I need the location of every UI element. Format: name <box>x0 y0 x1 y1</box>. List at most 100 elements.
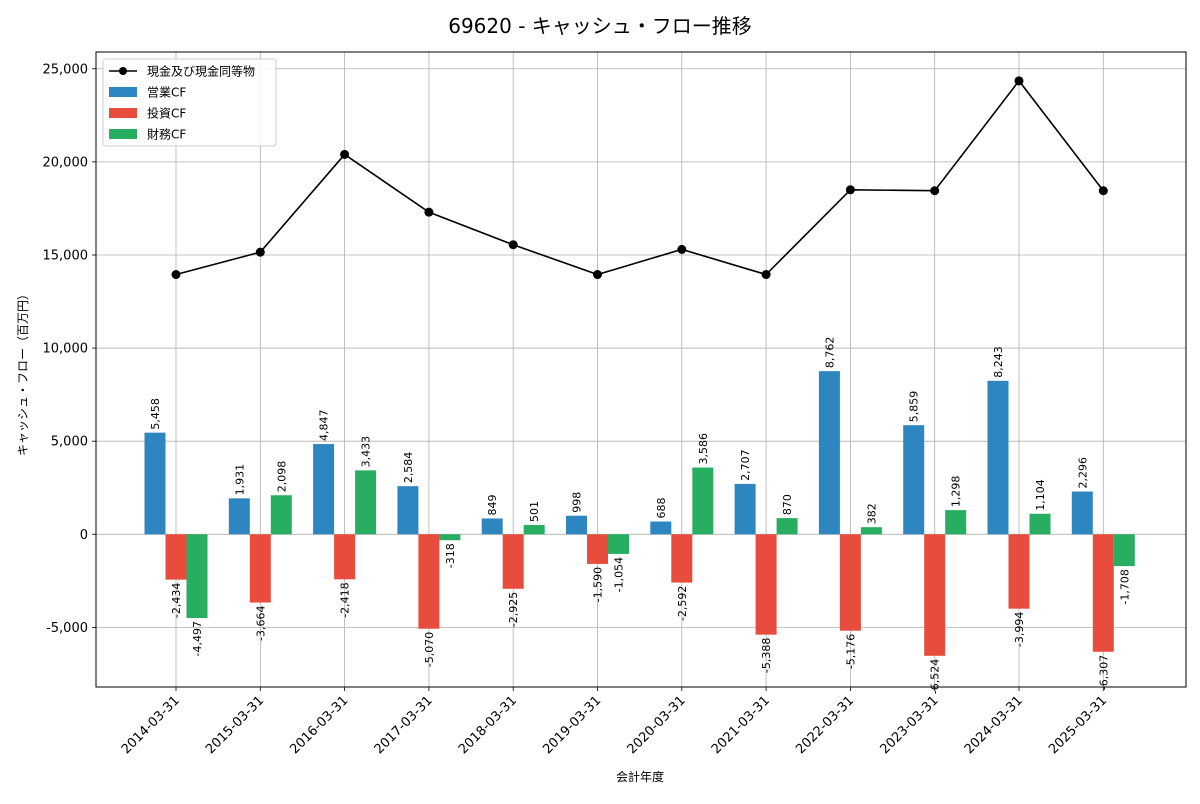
bar-2 <box>608 534 629 554</box>
bar-value-label: -2,925 <box>507 592 520 627</box>
bar-value-label: -1,054 <box>613 557 626 592</box>
bar-2 <box>523 524 545 535</box>
bar-0 <box>228 498 250 535</box>
bar-2 <box>860 527 882 535</box>
bar-1 <box>502 534 524 589</box>
bar-1 <box>249 534 271 603</box>
bar-0 <box>1071 491 1093 535</box>
y-axis-label: キャッシュ・フロー（百万円） <box>16 288 30 456</box>
bar-value-label: -6,524 <box>929 659 942 694</box>
bar-value-label: 1,931 <box>233 464 246 496</box>
x-tick-label: 2023-03-31 <box>877 693 941 757</box>
x-axis-label: 会計年度 <box>616 769 664 784</box>
bar-0 <box>818 371 840 535</box>
legend-label: 投資CF <box>147 106 186 121</box>
bar-1 <box>1008 534 1030 609</box>
bar-0 <box>903 425 925 535</box>
bar-1 <box>418 534 440 629</box>
cash-point <box>1014 76 1024 86</box>
bar-value-label: -3,994 <box>1013 612 1026 647</box>
bar-value-label: 1,298 <box>950 476 963 508</box>
bar-2 <box>692 467 714 535</box>
bar-2 <box>1029 513 1051 535</box>
cash-point <box>845 185 855 195</box>
bar-value-label: 1,104 <box>1034 479 1047 511</box>
bar-1 <box>587 534 608 564</box>
line-layer <box>171 76 1108 280</box>
bar-2 <box>270 495 292 535</box>
bar-value-label: 4,847 <box>318 410 331 442</box>
bar-0 <box>566 515 587 535</box>
x-tick-label: 2018-03-31 <box>456 693 520 757</box>
bar-value-label: -5,388 <box>760 638 773 673</box>
bar-1 <box>165 534 187 580</box>
bar-value-label: 3,586 <box>697 433 710 465</box>
bar-value-label: 8,762 <box>823 337 836 369</box>
bar-value-label: 2,296 <box>1076 457 1089 489</box>
bar-value-label: -5,176 <box>844 634 857 669</box>
y-tick-label: 10,000 <box>43 342 89 357</box>
bar-value-label: -2,418 <box>339 582 352 617</box>
x-tick-label: 2017-03-31 <box>372 693 436 757</box>
bar-value-label: 870 <box>781 494 794 515</box>
y-tick-label: 20,000 <box>43 155 89 170</box>
bar-value-label: -3,664 <box>254 606 267 641</box>
y-tick-label: 15,000 <box>43 248 89 263</box>
bar-value-label: 3,433 <box>360 436 373 468</box>
bar-value-label: 5,859 <box>908 391 921 423</box>
bar-0 <box>144 432 166 535</box>
x-tick-label: 2025-03-31 <box>1046 693 1110 757</box>
x-tick-label: 2021-03-31 <box>709 693 773 757</box>
y-tick-label: -5,000 <box>46 621 88 636</box>
bar-0 <box>650 521 672 535</box>
x-tick-label: 2019-03-31 <box>540 693 604 757</box>
bar-value-label: 849 <box>486 494 499 515</box>
bar-value-label: 2,098 <box>275 461 288 493</box>
cash-point <box>340 149 350 159</box>
x-tick-label: 2024-03-31 <box>962 693 1026 757</box>
cash-point <box>677 244 687 254</box>
bar-value-label: -6,307 <box>1097 655 1110 690</box>
legend-bar-swatch <box>109 87 137 97</box>
bar-value-label: 688 <box>655 497 668 518</box>
x-tick-label: 2015-03-31 <box>203 693 267 757</box>
cash-point <box>508 240 518 250</box>
legend-label: 営業CF <box>147 86 186 100</box>
bar-value-label: 5,458 <box>149 398 162 430</box>
bar-1 <box>671 534 693 583</box>
bar-value-label: -1,590 <box>592 567 605 602</box>
x-tick-label: 2016-03-31 <box>287 693 351 757</box>
bar-1 <box>755 534 777 635</box>
bar-0 <box>397 486 419 535</box>
cash-point <box>1098 186 1108 196</box>
y-tick-label: 0 <box>80 528 88 543</box>
chart-title: 69620 - キャッシュ・フロー推移 <box>448 14 752 38</box>
bar-1 <box>334 534 356 580</box>
legend-label: 現金及び現金同等物 <box>147 64 255 79</box>
bar-2 <box>439 534 461 541</box>
x-tick-label: 2022-03-31 <box>793 693 857 757</box>
bar-value-label: 382 <box>865 503 878 524</box>
cash-point <box>761 270 771 280</box>
plot-frame <box>95 51 1187 688</box>
cash-point <box>930 186 940 196</box>
bars-layer <box>144 371 1135 656</box>
x-tick-label: 2020-03-31 <box>625 693 689 757</box>
x-tick-label: 2014-03-31 <box>119 693 183 757</box>
bar-value-label: 501 <box>528 501 541 522</box>
bar-0 <box>734 483 756 535</box>
bar-value-label: 998 <box>571 492 584 513</box>
legend-bar-swatch <box>109 129 137 139</box>
cash-point <box>171 270 181 280</box>
cash-point <box>255 247 265 257</box>
cash-point <box>424 207 434 217</box>
bar-value-label: 2,707 <box>739 449 752 481</box>
bar-2 <box>355 470 377 535</box>
legend-marker <box>119 67 127 75</box>
y-tick-label: 25,000 <box>43 62 89 77</box>
bar-1 <box>924 534 946 656</box>
legend-label: 財務CF <box>147 127 186 142</box>
